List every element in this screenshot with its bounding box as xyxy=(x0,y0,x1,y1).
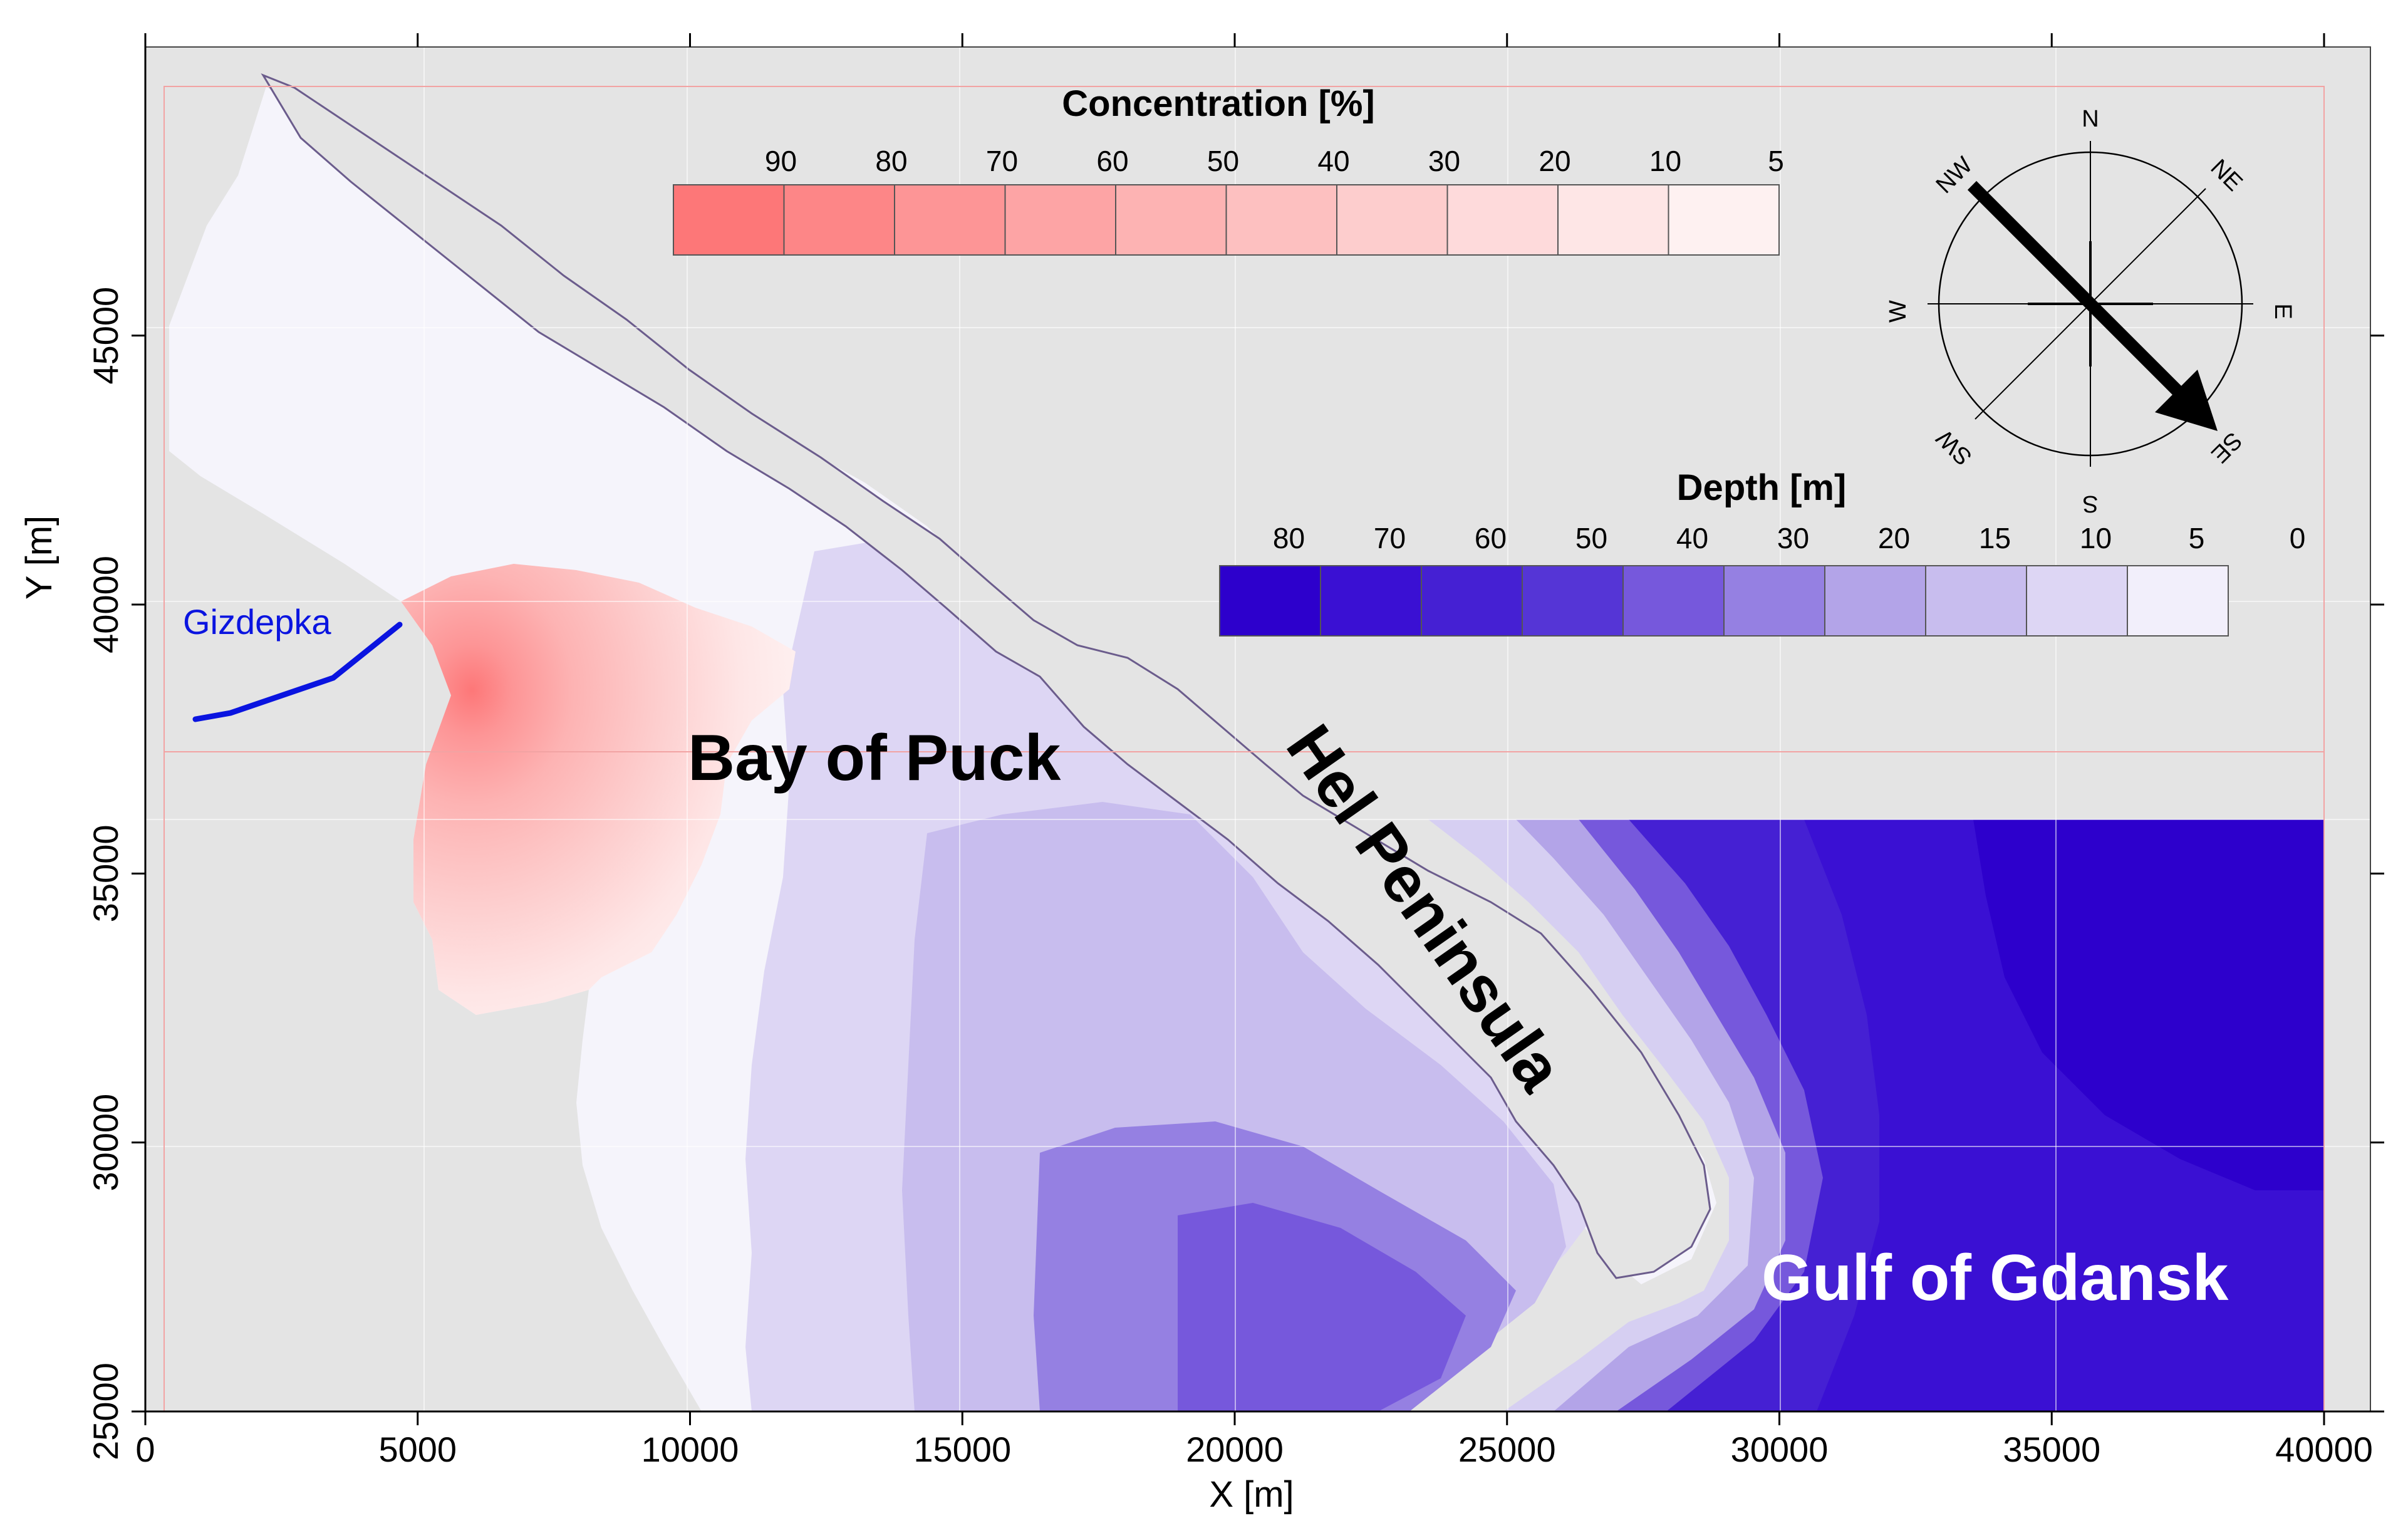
concentration-swatch xyxy=(1336,184,1448,256)
depth-legend: Depth [m] 80 70 60 50 40 30 20 15 10 5 0 xyxy=(1219,467,2306,637)
wind-arrowhead-icon xyxy=(2155,370,2218,431)
compass-label-e: E xyxy=(2270,303,2296,319)
x-tick-label: 5000 xyxy=(378,1430,457,1469)
concentration-swatch xyxy=(1668,184,1780,256)
x-tick-label: 0 xyxy=(135,1430,155,1469)
depth-swatch xyxy=(2026,565,2128,637)
concentration-label: 20 xyxy=(1539,145,1570,177)
concentration-label: 50 xyxy=(1207,145,1239,177)
gulf-depth-80m xyxy=(1973,819,2324,1190)
x-tick-label: 35000 xyxy=(2003,1430,2100,1469)
wind-direction-arrow xyxy=(1967,180,2191,405)
concentration-label: 80 xyxy=(875,145,907,177)
x-tick-label: 20000 xyxy=(1186,1430,1284,1469)
depth-swatch xyxy=(1219,565,1321,637)
depth-swatch xyxy=(1723,565,1825,637)
depth-label: 40 xyxy=(1676,522,1708,554)
depth-label: 5 xyxy=(2189,522,2205,554)
depth-swatch xyxy=(1622,565,1725,637)
depth-label: 15 xyxy=(1979,522,2011,554)
depth-swatch xyxy=(1925,565,2027,637)
concentration-swatch xyxy=(1225,184,1337,256)
concentration-swatch xyxy=(894,184,1006,256)
concentration-swatch xyxy=(1004,184,1116,256)
concentration-legend-title: Concentration [%] xyxy=(1062,83,1374,124)
concentration-swatch xyxy=(673,184,785,256)
concentration-label: 70 xyxy=(986,145,1018,177)
y-axis-title: Y [m] xyxy=(19,516,60,600)
concentration-swatch xyxy=(1446,184,1559,256)
depth-label: 70 xyxy=(1374,522,1406,554)
depth-label: 20 xyxy=(1878,522,1910,554)
gulf-of-gdansk-label: Gulf of Gdansk xyxy=(1762,1242,2229,1314)
depth-label: 50 xyxy=(1575,522,1607,554)
x-tick-label: 25000 xyxy=(1458,1430,1556,1469)
y-tick-label: 35000 xyxy=(86,824,125,922)
gizdepka-river xyxy=(192,621,403,722)
depth-legend-title: Depth [m] xyxy=(1677,467,1847,508)
depth-swatch xyxy=(1824,565,1926,637)
depth-swatch xyxy=(2127,565,2229,637)
y-tick-label: 40000 xyxy=(86,556,125,653)
x-tick-label: 40000 xyxy=(2275,1430,2373,1469)
concentration-plume xyxy=(401,564,796,1015)
x-axis: 0 5000 10000 15000 20000 25000 30000 35000 40000 xyxy=(135,33,2373,1469)
concentration-label: 30 xyxy=(1428,145,1460,177)
depth-swatch xyxy=(1421,565,1523,637)
x-tick-label: 30000 xyxy=(1731,1430,1829,1469)
y-tick-label: 25000 xyxy=(86,1363,125,1460)
x-tick-label: 15000 xyxy=(913,1430,1011,1469)
depth-band-50m xyxy=(1178,1203,1466,1411)
concentration-legend: Concentration [%] 90 80 70 60 50 40 30 20 10 5 xyxy=(673,83,1784,256)
depth-swatch xyxy=(1320,565,1422,637)
depth-label: 30 xyxy=(1777,522,1809,554)
compass-label-w: W xyxy=(1885,300,1911,323)
y-tick-label: 45000 xyxy=(86,287,125,385)
depth-label: 60 xyxy=(1475,522,1507,554)
x-tick-label: 10000 xyxy=(641,1430,739,1469)
depth-label: 80 xyxy=(1273,522,1305,554)
depth-label: 0 xyxy=(2290,522,2306,554)
concentration-swatch xyxy=(783,184,895,256)
concentration-swatch xyxy=(1115,184,1227,256)
x-axis-title: X [m] xyxy=(1209,1474,1294,1515)
bay-of-puck-label: Bay of Puck xyxy=(688,722,1061,794)
compass-label-n: N xyxy=(2082,106,2099,132)
compass-label-s: S xyxy=(2082,491,2098,517)
concentration-label: 10 xyxy=(1649,145,1681,177)
y-axis: 25000 30000 35000 40000 45000 xyxy=(86,47,2384,1460)
concentration-swatch xyxy=(1557,184,1669,256)
concentration-label: 60 xyxy=(1096,145,1128,177)
gizdepka-label: Gizdepka xyxy=(183,602,331,642)
concentration-label: 40 xyxy=(1317,145,1349,177)
hel-peninsula-land xyxy=(261,73,1711,1279)
depth-swatch xyxy=(1522,565,1624,637)
y-tick-label: 30000 xyxy=(86,1094,125,1192)
depth-label: 10 xyxy=(2080,522,2112,554)
concentration-label: 5 xyxy=(1768,145,1784,177)
concentration-label: 90 xyxy=(765,145,797,177)
